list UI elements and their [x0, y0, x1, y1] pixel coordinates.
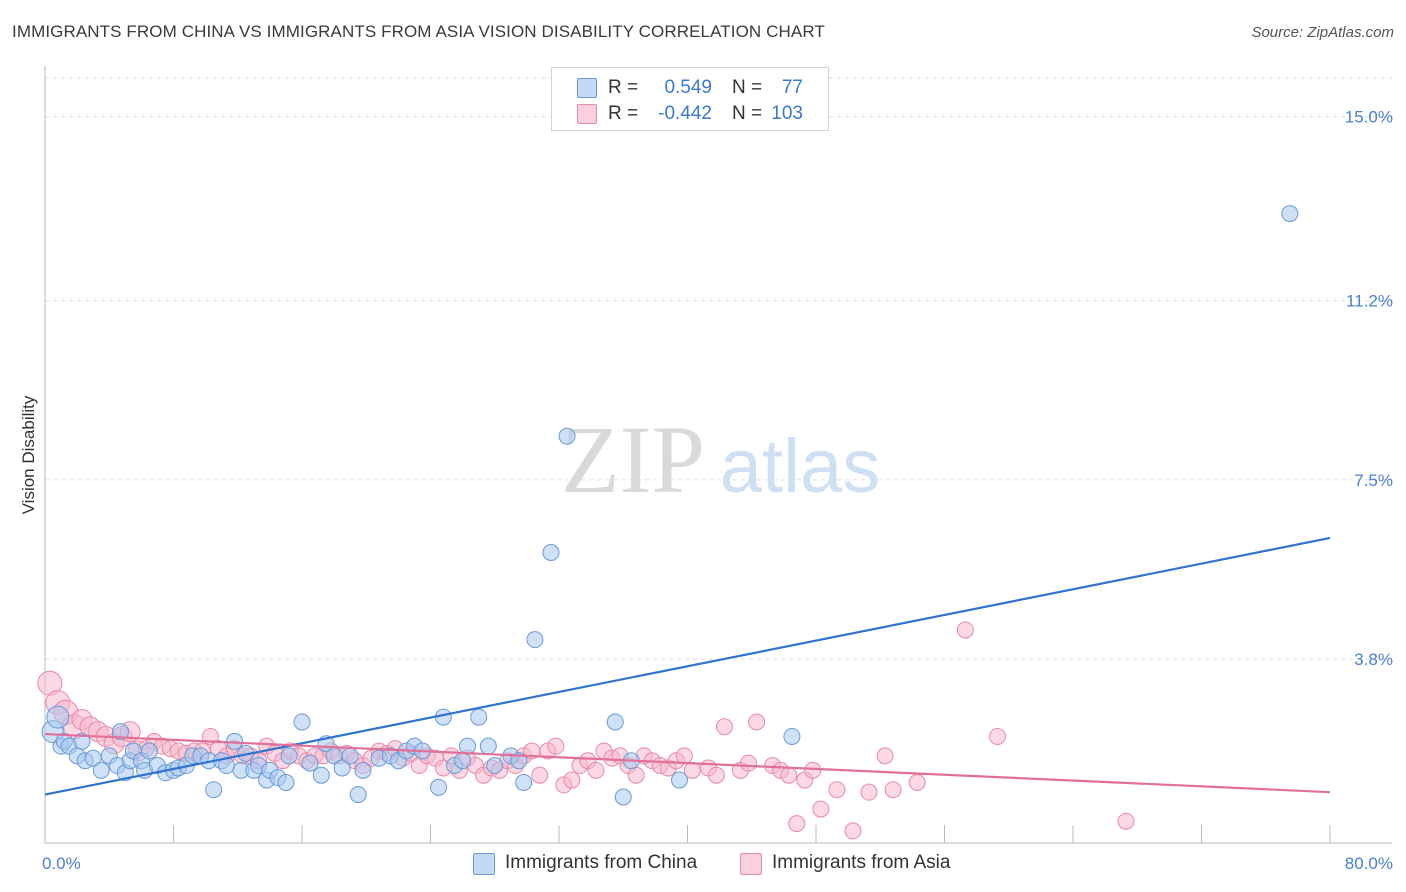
legend-r-value: 0.549 — [664, 77, 712, 98]
asia-point — [748, 713, 766, 731]
china-point — [354, 761, 372, 779]
chart-title: IMMIGRANTS FROM CHINA VS IMMIGRANTS FROM… — [12, 22, 825, 41]
asia-point — [675, 747, 693, 765]
legend-r-label: R = — [608, 77, 639, 98]
trend-line-asia — [44, 732, 1331, 794]
china-point — [486, 757, 504, 775]
legend-n-value: 103 — [771, 103, 803, 124]
legend-n-label: N = — [732, 77, 763, 98]
china-point — [312, 766, 330, 784]
grid-lines — [45, 77, 1392, 660]
asia-point — [780, 766, 798, 784]
series-china-points — [41, 205, 1299, 806]
asia-point — [1117, 812, 1135, 830]
bottom-legend-swatch-china — [473, 853, 495, 875]
asia-point — [884, 781, 902, 799]
y-tick-label: 7.5% — [1354, 471, 1393, 490]
legend-row-china: R = 0.549 N = 77 — [552, 76, 828, 100]
china-point — [458, 737, 476, 755]
china-point — [526, 631, 544, 649]
legend-swatch-china — [577, 78, 597, 98]
asia-point — [876, 747, 894, 765]
legend-box: R = 0.549 N = 77 R = -0.442 N = 103 — [551, 67, 829, 131]
asia-point — [989, 727, 1007, 745]
asia-point — [563, 771, 581, 789]
china-point — [515, 773, 533, 791]
china-point — [783, 727, 801, 745]
china-point — [430, 778, 448, 796]
china-point — [670, 771, 688, 789]
asia-point — [844, 822, 862, 840]
trend-line-china — [44, 536, 1331, 796]
china-point — [46, 705, 70, 729]
chart-source: Source: ZipAtlas.com — [1251, 24, 1394, 41]
legend-row-asia: R = -0.442 N = 103 — [552, 102, 828, 126]
china-point — [614, 788, 632, 806]
series-asia-points — [37, 621, 1135, 840]
china-point — [1281, 205, 1299, 223]
china-point — [333, 759, 351, 777]
watermark-zip: ZIP — [561, 406, 705, 513]
bottom-legend-label-china: Immigrants from China — [505, 852, 698, 873]
asia-point — [860, 783, 878, 801]
china-point — [73, 732, 91, 750]
bottom-legend-swatch-asia — [740, 853, 762, 875]
tick-labels: 3.8% 7.5% 11.2% 15.0% 0.0% 80.0% — [42, 108, 1393, 873]
asia-point — [828, 781, 846, 799]
china-point — [205, 781, 223, 799]
bottom-legend-label-asia: Immigrants from Asia — [772, 852, 951, 873]
asia-point — [812, 800, 830, 818]
y-axis-label: Vision Disability — [19, 395, 38, 514]
china-point — [111, 723, 129, 741]
y-tick-label: 15.0% — [1345, 108, 1393, 127]
x-tick-label-start: 0.0% — [42, 854, 81, 873]
china-point — [277, 773, 295, 791]
asia-point — [531, 766, 549, 784]
china-point — [470, 708, 488, 726]
x-tick-label-end: 80.0% — [1345, 854, 1393, 873]
asia-point — [627, 766, 645, 784]
legend-n-label: N = — [732, 103, 763, 124]
legend-swatch-asia — [577, 104, 597, 124]
watermark-atlas: atlas — [720, 424, 881, 509]
asia-point — [740, 754, 758, 772]
legend-r-value: -0.442 — [658, 103, 712, 124]
asia-point — [788, 815, 806, 833]
legend-r-label: R = — [608, 103, 639, 124]
china-point — [479, 737, 497, 755]
china-point — [301, 754, 319, 772]
y-tick-label: 3.8% — [1354, 650, 1393, 669]
china-point — [606, 713, 624, 731]
asia-point — [804, 761, 822, 779]
china-point — [341, 747, 359, 765]
legend-n-value: 77 — [781, 77, 803, 98]
china-point — [349, 786, 367, 804]
china-point — [542, 543, 560, 561]
china-point — [140, 742, 158, 760]
china-point — [293, 713, 311, 731]
china-point — [92, 761, 110, 779]
trend-lines — [44, 536, 1331, 796]
asia-point — [956, 621, 974, 639]
y-tick-label: 11.2% — [1346, 292, 1393, 311]
china-point — [280, 747, 298, 765]
axes — [44, 66, 1392, 844]
china-point — [454, 752, 472, 770]
asia-point — [587, 761, 605, 779]
asia-point — [707, 766, 725, 784]
asia-point — [547, 737, 565, 755]
asia-point — [715, 718, 733, 736]
asia-point — [908, 773, 926, 791]
china-point — [558, 427, 576, 445]
